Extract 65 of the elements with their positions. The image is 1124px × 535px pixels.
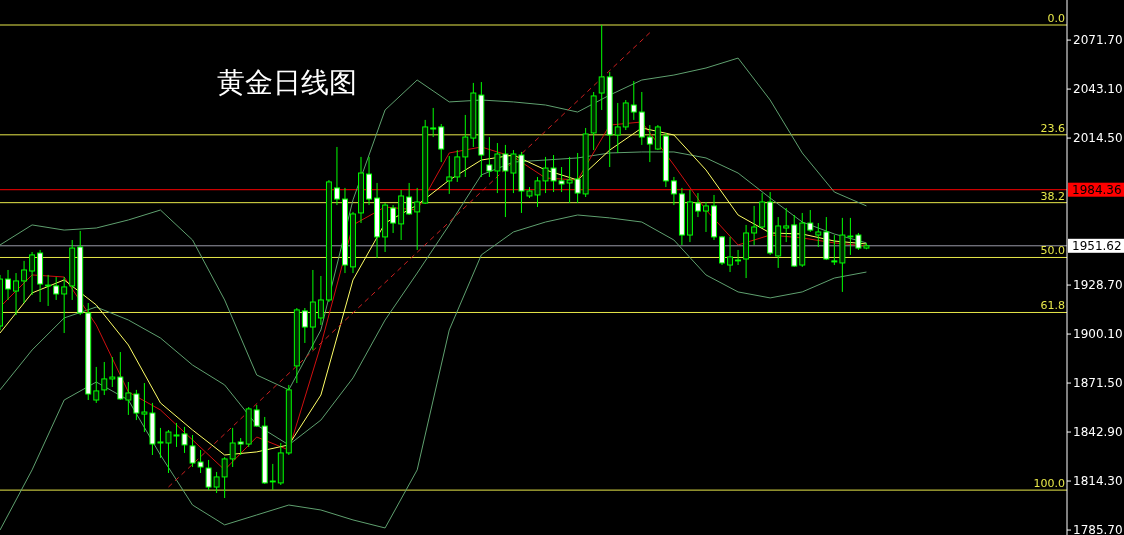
ref-line-label: 1984.36 <box>1072 183 1122 198</box>
candlestick <box>815 222 822 248</box>
candlestick <box>694 192 701 218</box>
candlestick <box>93 366 100 404</box>
candlestick <box>670 176 677 206</box>
candlestick <box>622 99 629 131</box>
candlestick <box>614 102 621 154</box>
candlestick <box>414 187 421 251</box>
y-tick-label: 2014.50 <box>1073 131 1123 146</box>
candlestick <box>390 204 397 234</box>
y-tick-label: 2043.10 <box>1073 82 1123 97</box>
candlestick <box>101 361 108 396</box>
candlestick <box>574 152 581 204</box>
candlestick <box>117 351 124 401</box>
candlestick <box>430 107 437 138</box>
annotation: 0.0 <box>1047 12 1065 26</box>
candlestick <box>45 274 52 307</box>
candlestick <box>125 381 132 416</box>
candlestick <box>253 404 260 428</box>
ref-line-label: 1951.62 <box>1072 239 1122 254</box>
candlestick <box>317 275 324 326</box>
candlestick <box>751 205 758 246</box>
candlestick <box>61 276 68 334</box>
candlestick <box>5 269 11 301</box>
candlestick <box>703 201 709 233</box>
line-series <box>0 214 867 531</box>
candlestick <box>13 272 20 316</box>
candlestick <box>109 356 116 388</box>
candlestick <box>21 260 28 304</box>
y-tick-label: 1900.10 <box>1073 327 1123 342</box>
line-series <box>0 57 867 391</box>
annotation: 38.2 <box>1040 189 1065 203</box>
text: 黄金日线图 <box>217 65 357 101</box>
candlestick <box>446 155 453 195</box>
annotation: 23.6 <box>1040 121 1065 135</box>
candlestick <box>727 236 734 273</box>
annotation: 61.8 <box>1040 299 1065 313</box>
candlestick <box>654 124 661 151</box>
candlestick <box>269 463 276 491</box>
candlestick <box>646 124 653 163</box>
candlestick <box>29 251 36 296</box>
candlestick <box>454 149 461 183</box>
candlestick <box>630 80 637 121</box>
candlestick <box>333 146 340 206</box>
y-tick-label: 1814.30 <box>1073 474 1123 489</box>
candlestick <box>221 456 228 499</box>
candlestick <box>807 209 814 233</box>
candlestick <box>486 136 493 178</box>
y-tick-label: 1928.70 <box>1073 278 1123 293</box>
y-tick-label: 1842.90 <box>1073 425 1123 440</box>
candlestick <box>783 207 790 243</box>
y-tick-label: 1871.50 <box>1073 376 1123 391</box>
y-tick-label: 2071.70 <box>1073 33 1123 48</box>
candlestick <box>438 123 445 163</box>
candlestick <box>462 114 469 178</box>
candlestick <box>53 276 60 301</box>
candlestick <box>406 182 413 216</box>
candlestick <box>301 307 308 344</box>
annotation: 100.0 <box>1033 477 1065 491</box>
candlestick <box>598 24 605 111</box>
candlestick <box>229 427 236 468</box>
candlestick <box>735 249 742 266</box>
annotation: 50.0 <box>1040 244 1065 258</box>
candlestick <box>831 234 838 266</box>
y-tick-label: 1785.70 <box>1073 523 1123 535</box>
